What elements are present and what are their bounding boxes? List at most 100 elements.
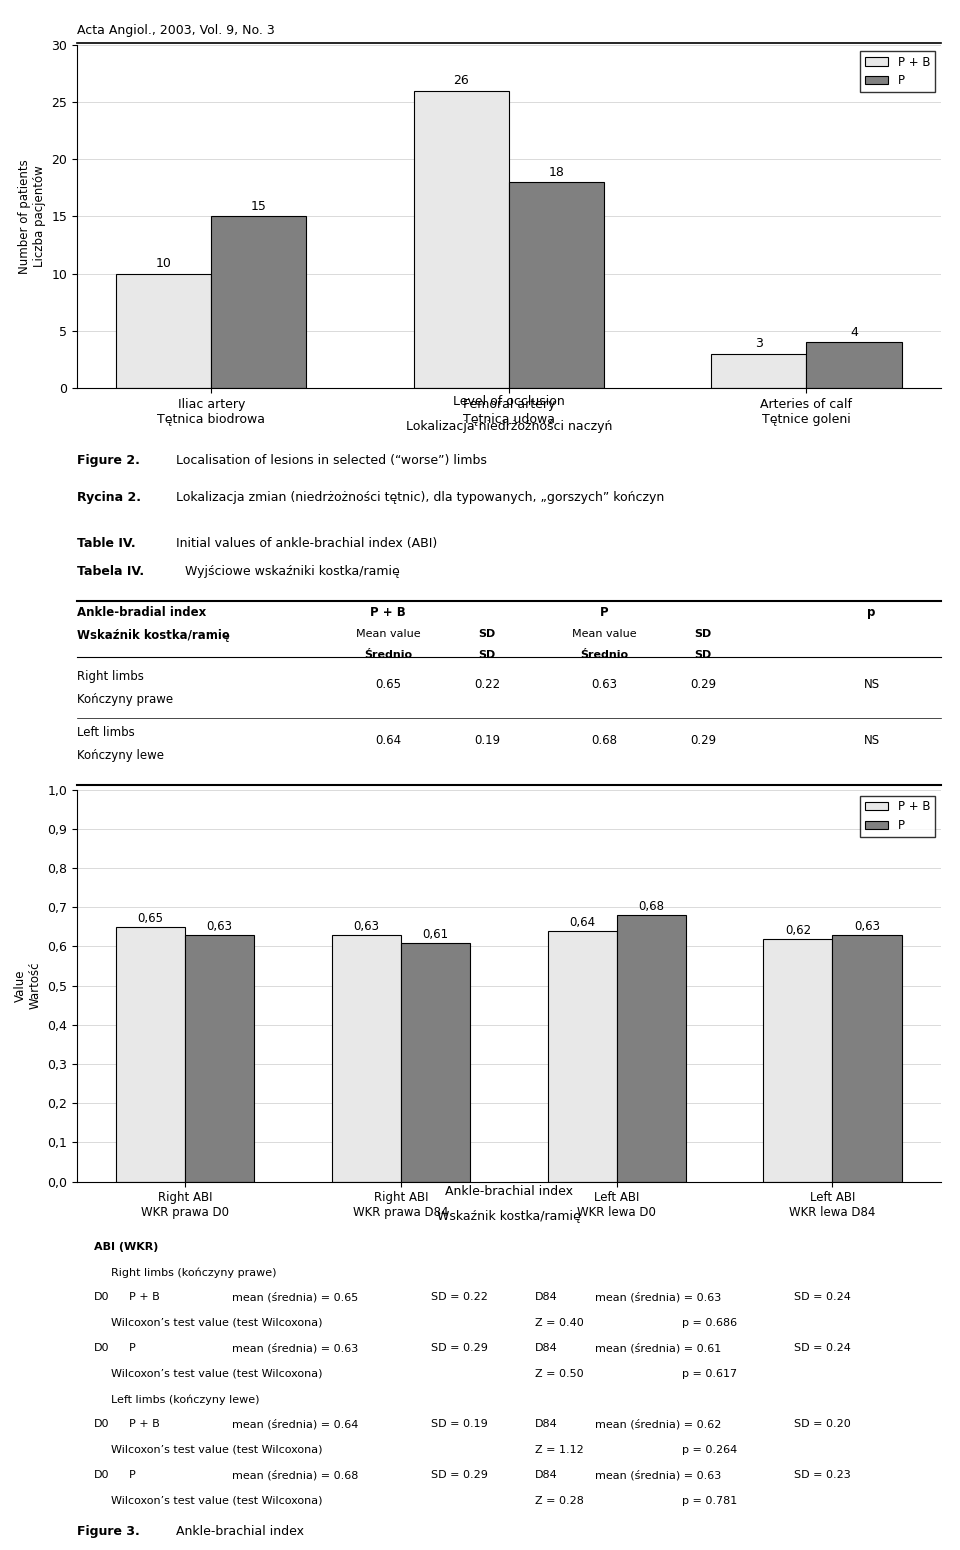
Text: 0,61: 0,61 bbox=[422, 927, 448, 941]
Text: 0,62: 0,62 bbox=[785, 924, 811, 936]
Text: SD = 0.29: SD = 0.29 bbox=[431, 1471, 488, 1480]
Text: SD = 0.24: SD = 0.24 bbox=[794, 1344, 851, 1353]
Bar bbox=[211, 217, 306, 388]
Text: Table IV.: Table IV. bbox=[77, 538, 135, 550]
Text: D0: D0 bbox=[94, 1293, 109, 1302]
Bar bbox=[332, 935, 401, 1181]
Text: mean (średnia) = 0.63: mean (średnia) = 0.63 bbox=[232, 1344, 359, 1353]
Text: 4: 4 bbox=[850, 326, 858, 339]
Text: Left limbs (kończyny lewe): Left limbs (kończyny lewe) bbox=[111, 1393, 260, 1404]
Text: Ankle-bradial index: Ankle-bradial index bbox=[77, 606, 206, 620]
Text: Lokalizacja niedrżożności naczyń: Lokalizacja niedrżożności naczyń bbox=[406, 420, 612, 434]
Text: mean (średnia) = 0.68: mean (średnia) = 0.68 bbox=[232, 1471, 359, 1480]
Text: Rycina 2.: Rycina 2. bbox=[77, 491, 141, 504]
Text: p = 0.781: p = 0.781 bbox=[682, 1496, 737, 1505]
Bar bbox=[116, 273, 211, 388]
Text: p: p bbox=[868, 606, 876, 620]
Text: Initial values of ankle-brachial index (ABI): Initial values of ankle-brachial index (… bbox=[177, 538, 438, 550]
Bar bbox=[185, 935, 254, 1181]
Text: 0.29: 0.29 bbox=[690, 677, 716, 691]
Text: D84: D84 bbox=[535, 1293, 558, 1302]
Text: Średnio: Średnio bbox=[364, 649, 412, 660]
Text: Średnio: Średnio bbox=[580, 649, 628, 660]
Bar bbox=[509, 181, 604, 388]
Text: Wilcoxon’s test value (test Wilcoxona): Wilcoxon’s test value (test Wilcoxona) bbox=[111, 1496, 323, 1505]
Text: 0.65: 0.65 bbox=[374, 677, 401, 691]
Text: Mean value: Mean value bbox=[355, 629, 420, 639]
Text: 18: 18 bbox=[548, 166, 564, 178]
Text: Figure 2.: Figure 2. bbox=[77, 454, 139, 467]
Text: mean (średnia) = 0.63: mean (średnia) = 0.63 bbox=[595, 1293, 722, 1304]
Text: Kołmogarov-Smirnov’s test, differences significant for p < 0.05: Kołmogarov-Smirnov’s test, differences s… bbox=[77, 795, 406, 804]
Text: 0.29: 0.29 bbox=[690, 733, 716, 747]
Text: P + B: P + B bbox=[129, 1420, 159, 1429]
Bar bbox=[711, 353, 806, 388]
Text: D84: D84 bbox=[535, 1420, 558, 1429]
Bar bbox=[832, 935, 901, 1181]
Text: Acta Angiol., 2003, Vol. 9, No. 3: Acta Angiol., 2003, Vol. 9, No. 3 bbox=[77, 25, 275, 37]
Text: D84: D84 bbox=[535, 1344, 558, 1353]
Text: Right limbs (kończyny prawe): Right limbs (kończyny prawe) bbox=[111, 1266, 276, 1277]
Text: 0.68: 0.68 bbox=[590, 733, 617, 747]
Text: D0: D0 bbox=[94, 1471, 109, 1480]
Text: NS: NS bbox=[864, 677, 879, 691]
Text: SD: SD bbox=[695, 649, 711, 660]
Text: Right limbs: Right limbs bbox=[77, 670, 144, 684]
Text: Wyjściowe wskaźniki kostka/ramię: Wyjściowe wskaźniki kostka/ramię bbox=[184, 566, 399, 578]
Text: 0,63: 0,63 bbox=[206, 919, 232, 933]
Text: 0.19: 0.19 bbox=[474, 733, 500, 747]
Text: Wskaźnik kostka/ramię: Wskaźnik kostka/ramię bbox=[77, 629, 229, 642]
Text: D0: D0 bbox=[94, 1420, 109, 1429]
Text: Tabela IV.: Tabela IV. bbox=[77, 566, 144, 578]
Text: Wilcoxon’s test value (test Wilcoxona): Wilcoxon’s test value (test Wilcoxona) bbox=[111, 1369, 323, 1378]
Text: SD = 0.19: SD = 0.19 bbox=[431, 1420, 488, 1429]
Text: 0,63: 0,63 bbox=[353, 919, 379, 933]
Text: ABI (WKR): ABI (WKR) bbox=[94, 1242, 158, 1252]
Text: Level of occlusion: Level of occlusion bbox=[453, 395, 564, 408]
Text: SD = 0.24: SD = 0.24 bbox=[794, 1293, 851, 1302]
Text: p = 0.264: p = 0.264 bbox=[682, 1445, 737, 1455]
Text: 10: 10 bbox=[156, 257, 172, 270]
Text: SD = 0.29: SD = 0.29 bbox=[431, 1344, 488, 1353]
Bar bbox=[763, 939, 832, 1181]
Text: mean (średnia) = 0.63: mean (średnia) = 0.63 bbox=[595, 1471, 722, 1480]
Text: mean (średnia) = 0.62: mean (średnia) = 0.62 bbox=[595, 1420, 722, 1431]
Text: mean (średnia) = 0.61: mean (średnia) = 0.61 bbox=[595, 1344, 722, 1353]
Text: 0,65: 0,65 bbox=[137, 911, 163, 925]
Text: Z = 1.12: Z = 1.12 bbox=[535, 1445, 584, 1455]
Text: mean (średnia) = 0.64: mean (średnia) = 0.64 bbox=[232, 1420, 359, 1431]
Legend: P + B, P: P + B, P bbox=[860, 51, 935, 91]
Text: Z = 0.28: Z = 0.28 bbox=[535, 1496, 584, 1505]
Text: Z = 0.40: Z = 0.40 bbox=[535, 1318, 584, 1328]
Text: p = 0.686: p = 0.686 bbox=[682, 1318, 736, 1328]
Bar bbox=[414, 90, 509, 388]
Bar bbox=[616, 914, 685, 1181]
Text: mean (średnia) = 0.65: mean (średnia) = 0.65 bbox=[232, 1293, 359, 1304]
Text: p = 0.617: p = 0.617 bbox=[682, 1369, 736, 1378]
Text: Left limbs: Left limbs bbox=[77, 725, 134, 739]
Text: 0.22: 0.22 bbox=[474, 677, 500, 691]
Text: P: P bbox=[129, 1344, 135, 1353]
Text: Z = 0.50: Z = 0.50 bbox=[535, 1369, 584, 1378]
Text: Wskaźnik kostka/ramię: Wskaźnik kostka/ramię bbox=[437, 1211, 581, 1223]
Text: SD: SD bbox=[479, 649, 495, 660]
Text: 0,68: 0,68 bbox=[638, 901, 664, 913]
Legend: P + B, P: P + B, P bbox=[860, 795, 935, 837]
Y-axis label: Number of patients
Liczba pacjentów: Number of patients Liczba pacjentów bbox=[17, 160, 46, 274]
Text: SD = 0.22: SD = 0.22 bbox=[431, 1293, 488, 1302]
Text: 0.64: 0.64 bbox=[374, 733, 401, 747]
Text: SD: SD bbox=[479, 629, 495, 639]
Bar bbox=[116, 927, 185, 1181]
Text: 26: 26 bbox=[453, 74, 469, 87]
Text: Lokalizacja zmian (niedrżożności tętnic), dla typowanych, „gorszych” kończyn: Lokalizacja zmian (niedrżożności tętnic)… bbox=[177, 491, 664, 504]
Text: 0,63: 0,63 bbox=[854, 919, 880, 933]
Text: P: P bbox=[600, 606, 608, 620]
Text: Wilcoxon’s test value (test Wilcoxona): Wilcoxon’s test value (test Wilcoxona) bbox=[111, 1318, 323, 1328]
Text: Ankle-brachial index: Ankle-brachial index bbox=[177, 1525, 304, 1538]
Bar bbox=[401, 942, 470, 1181]
Text: NS: NS bbox=[864, 733, 879, 747]
Text: Test Kołmogorowa-Smirnowa, różnice istotne dla p < 0,05: Test Kołmogorowa-Smirnowa, różnice istot… bbox=[77, 815, 378, 826]
Text: D84: D84 bbox=[535, 1471, 558, 1480]
Text: Figure 3.: Figure 3. bbox=[77, 1525, 139, 1538]
Text: 0,64: 0,64 bbox=[569, 916, 595, 928]
